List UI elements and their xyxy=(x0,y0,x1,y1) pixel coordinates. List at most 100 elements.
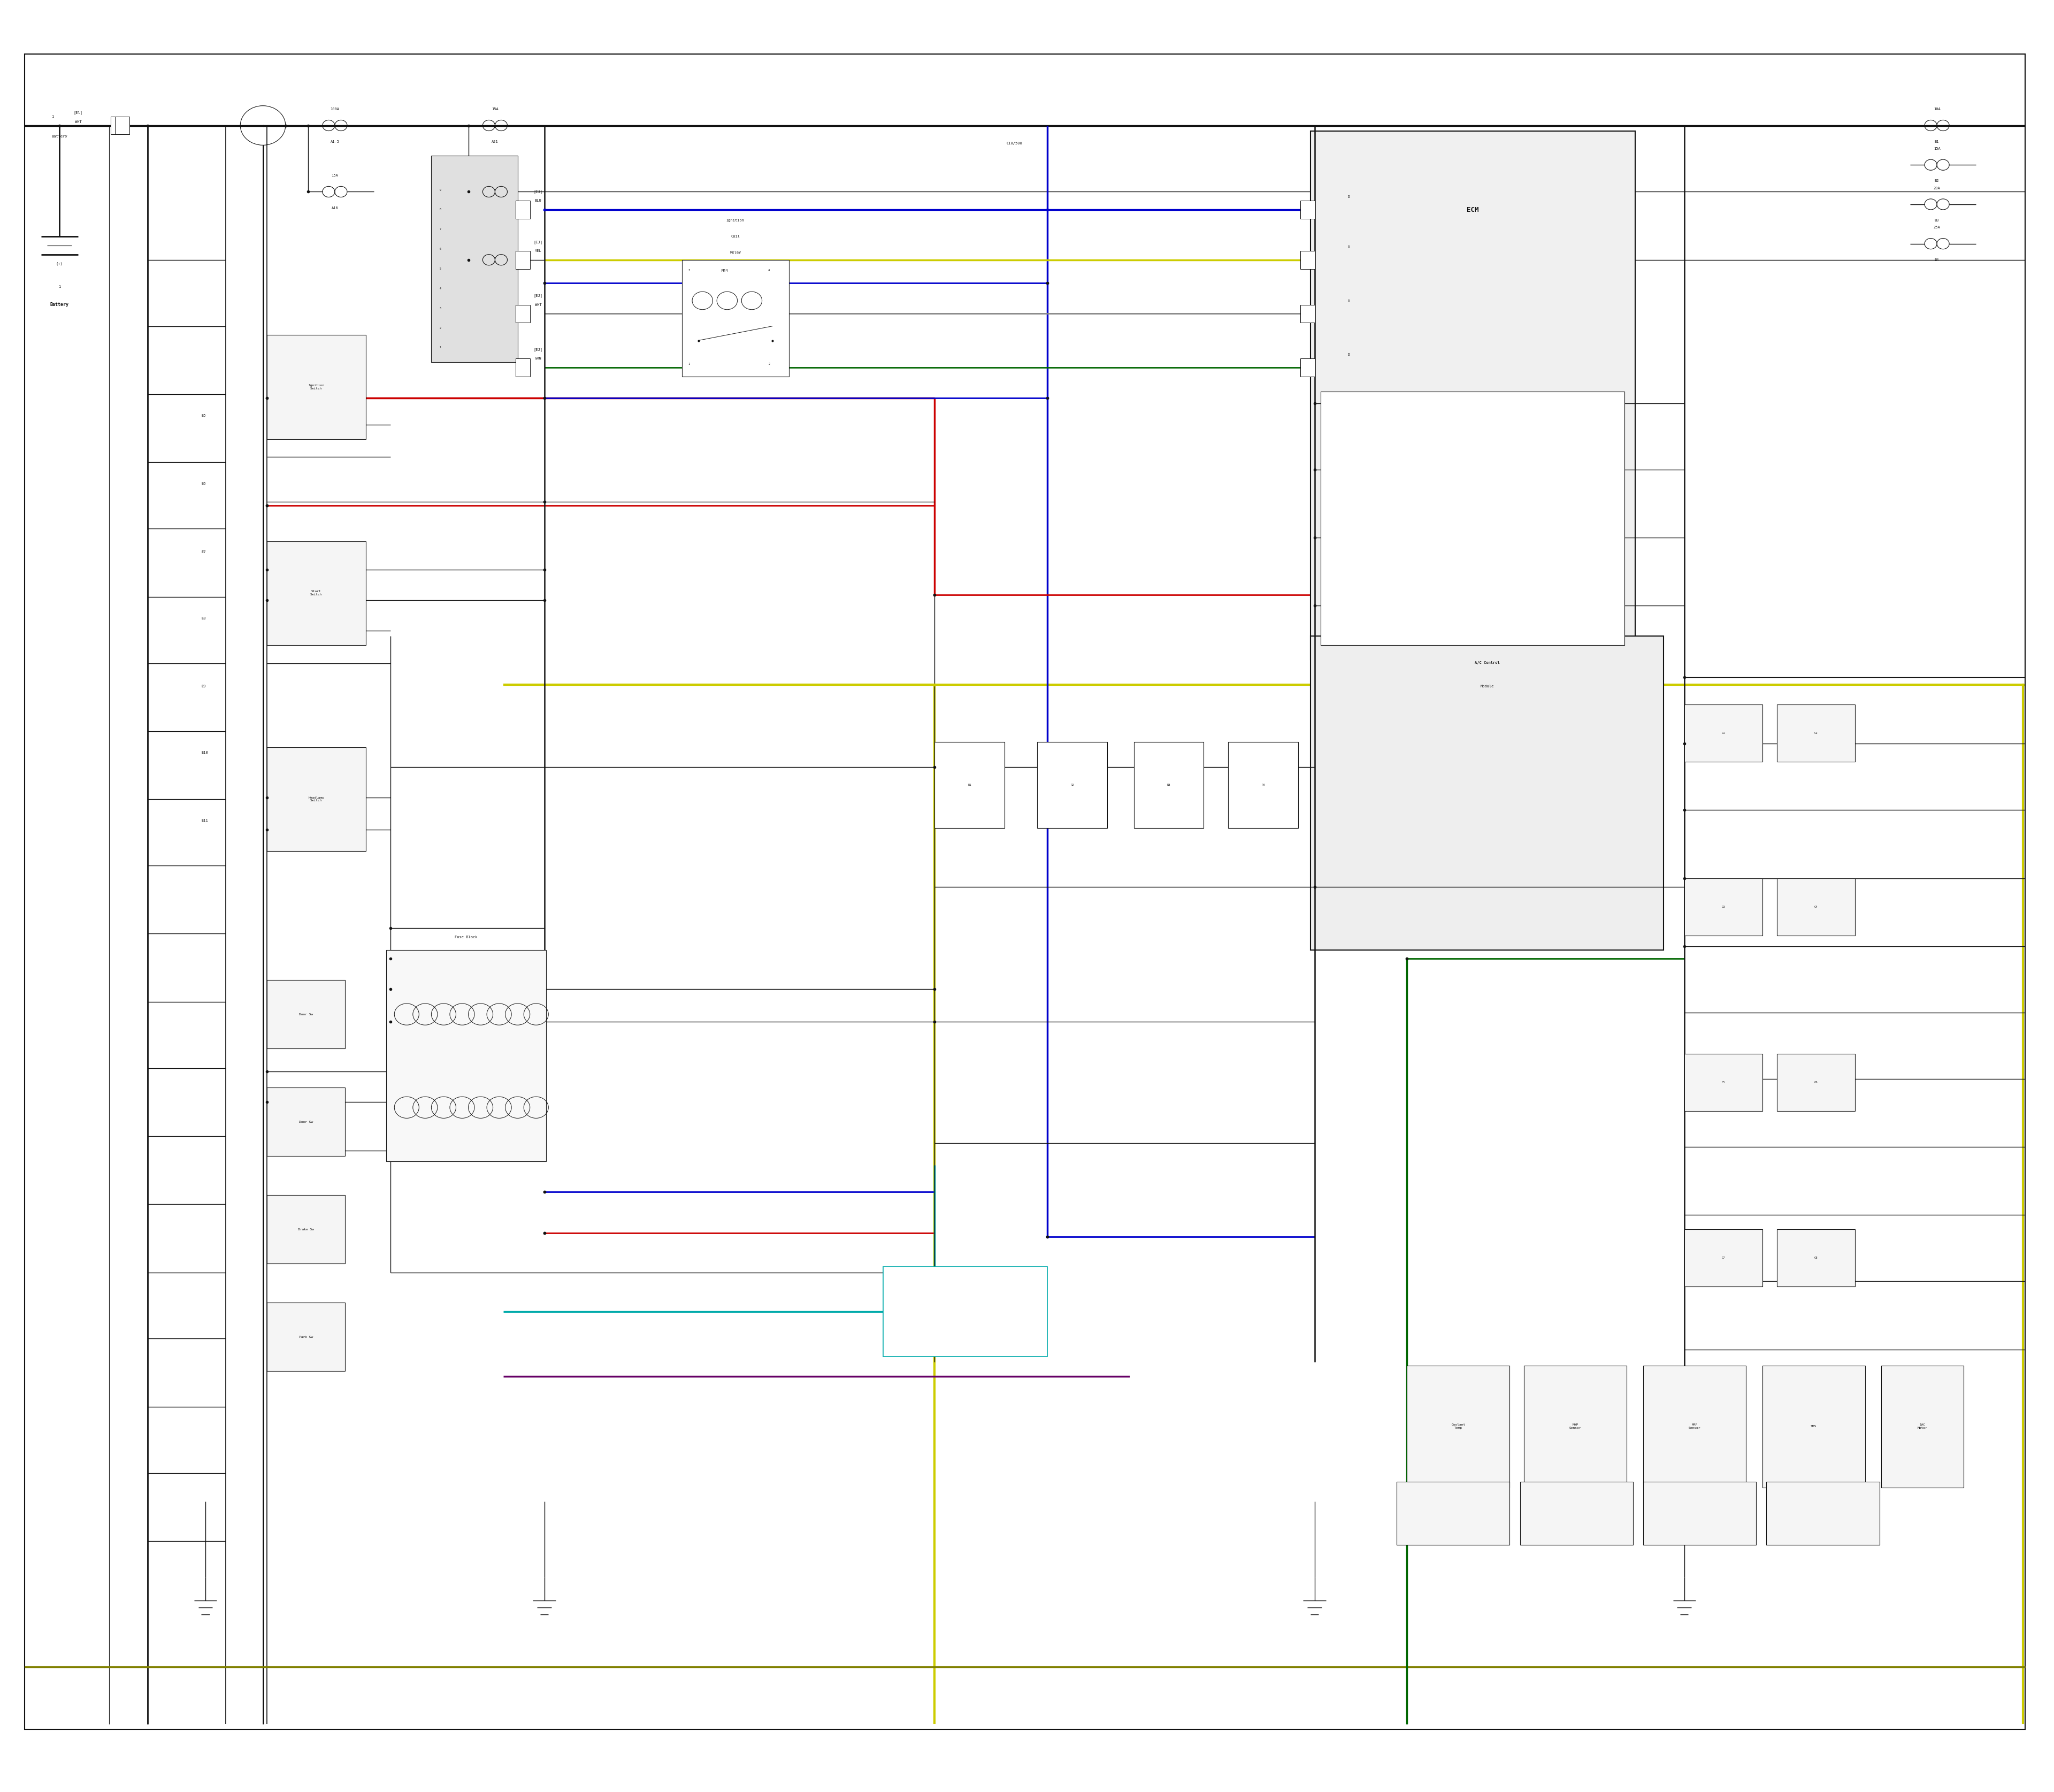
Text: 28: 28 xyxy=(1306,312,1308,315)
Text: 15A: 15A xyxy=(1933,147,1941,151)
Text: ECM: ECM xyxy=(1467,206,1479,213)
Text: Ignition
Switch: Ignition Switch xyxy=(308,383,325,391)
Text: D: D xyxy=(1347,195,1349,199)
Text: 1: 1 xyxy=(58,285,62,289)
Text: Ignition: Ignition xyxy=(727,219,744,222)
Text: R2: R2 xyxy=(1070,783,1074,787)
Text: Coil: Coil xyxy=(731,235,739,238)
Text: C1: C1 xyxy=(1721,731,1725,735)
Bar xyxy=(1321,391,1625,645)
Text: E6: E6 xyxy=(201,482,205,486)
Text: 15A: 15A xyxy=(491,174,499,177)
Text: R4: R4 xyxy=(1261,783,1265,787)
Bar xyxy=(1397,1482,1510,1545)
Bar xyxy=(682,260,789,376)
Text: WHT: WHT xyxy=(534,303,542,306)
Text: Door Sw: Door Sw xyxy=(300,1012,312,1016)
Text: [EJ]: [EJ] xyxy=(534,240,542,244)
Text: 42: 42 xyxy=(522,366,524,369)
Bar xyxy=(267,980,345,1048)
Text: A/C Control: A/C Control xyxy=(1475,661,1499,665)
Text: C5: C5 xyxy=(1721,1081,1725,1084)
Text: MAF
Sensor: MAF Sensor xyxy=(1688,1423,1701,1430)
Bar xyxy=(1300,201,1315,219)
Bar xyxy=(1777,704,1855,762)
Text: E5: E5 xyxy=(201,414,205,418)
Bar xyxy=(1684,1229,1762,1287)
Bar xyxy=(1300,358,1315,376)
Text: 1: 1 xyxy=(51,115,53,118)
Text: R1: R1 xyxy=(967,783,972,787)
Bar xyxy=(1777,1229,1855,1287)
Text: [EJ]: [EJ] xyxy=(534,294,542,297)
Text: 20A: 20A xyxy=(1933,186,1941,190)
Bar xyxy=(883,1267,1048,1357)
Bar xyxy=(1310,636,1664,950)
Bar xyxy=(386,950,546,1161)
Text: Relay: Relay xyxy=(729,251,741,254)
Text: Battery: Battery xyxy=(51,134,68,138)
Bar xyxy=(516,251,530,269)
Text: B3: B3 xyxy=(1935,219,1939,222)
Bar xyxy=(1762,1366,1865,1487)
Text: WHT: WHT xyxy=(74,120,82,124)
Text: Battery: Battery xyxy=(49,303,70,306)
Bar xyxy=(267,541,366,645)
Bar xyxy=(1684,1054,1762,1111)
Text: YEL: YEL xyxy=(534,249,542,253)
Bar xyxy=(1300,305,1315,323)
Text: Door Sw: Door Sw xyxy=(300,1120,312,1124)
Text: 58: 58 xyxy=(522,208,524,211)
Bar xyxy=(1407,1366,1510,1487)
Text: B4: B4 xyxy=(1935,258,1939,262)
Text: C7: C7 xyxy=(1721,1256,1725,1260)
Bar xyxy=(1881,1366,1964,1487)
Text: [EJ]: [EJ] xyxy=(534,348,542,351)
Bar xyxy=(267,335,366,439)
Text: Brake Sw: Brake Sw xyxy=(298,1228,314,1231)
Bar xyxy=(1777,878,1855,935)
Text: 19: 19 xyxy=(1306,366,1308,369)
Bar xyxy=(115,116,129,134)
Bar xyxy=(1037,742,1107,828)
Bar xyxy=(1643,1366,1746,1487)
Bar xyxy=(431,156,518,362)
Bar xyxy=(1766,1482,1879,1545)
Text: Module: Module xyxy=(1481,685,1493,688)
Text: A22: A22 xyxy=(491,206,499,210)
Text: Start
Switch: Start Switch xyxy=(310,590,322,597)
Text: Park Sw: Park Sw xyxy=(300,1335,312,1339)
Text: C8: C8 xyxy=(1814,1256,1818,1260)
Text: C10/500: C10/500 xyxy=(1006,142,1023,145)
Bar xyxy=(935,742,1004,828)
Text: D: D xyxy=(1347,299,1349,303)
Text: BLU: BLU xyxy=(534,199,542,202)
Text: A21: A21 xyxy=(491,140,499,143)
Text: TPS: TPS xyxy=(1812,1425,1816,1428)
Text: Fuse Block: Fuse Block xyxy=(454,935,479,939)
Bar xyxy=(516,305,530,323)
Text: C6: C6 xyxy=(1814,1081,1818,1084)
Text: 66: 66 xyxy=(522,312,524,315)
Text: 100A: 100A xyxy=(331,108,339,111)
Bar xyxy=(1520,1482,1633,1545)
Bar xyxy=(267,747,366,851)
Text: E8: E8 xyxy=(201,616,205,620)
Bar xyxy=(1777,1054,1855,1111)
Text: 15A: 15A xyxy=(491,108,499,111)
Text: MAP
Sensor: MAP Sensor xyxy=(1569,1423,1582,1430)
Text: 10A: 10A xyxy=(491,242,499,246)
Bar xyxy=(1300,251,1315,269)
Text: C3: C3 xyxy=(1721,905,1725,909)
Text: E7: E7 xyxy=(201,550,205,554)
Text: A29: A29 xyxy=(491,274,499,278)
Text: M44: M44 xyxy=(721,269,729,272)
Bar xyxy=(516,358,530,376)
Bar xyxy=(1228,742,1298,828)
Text: E10: E10 xyxy=(201,751,207,754)
Text: R3: R3 xyxy=(1167,783,1171,787)
Text: [EJ]: [EJ] xyxy=(534,190,542,194)
Text: 12: 12 xyxy=(1306,258,1308,262)
Bar xyxy=(111,116,125,134)
Text: 59: 59 xyxy=(522,258,524,262)
